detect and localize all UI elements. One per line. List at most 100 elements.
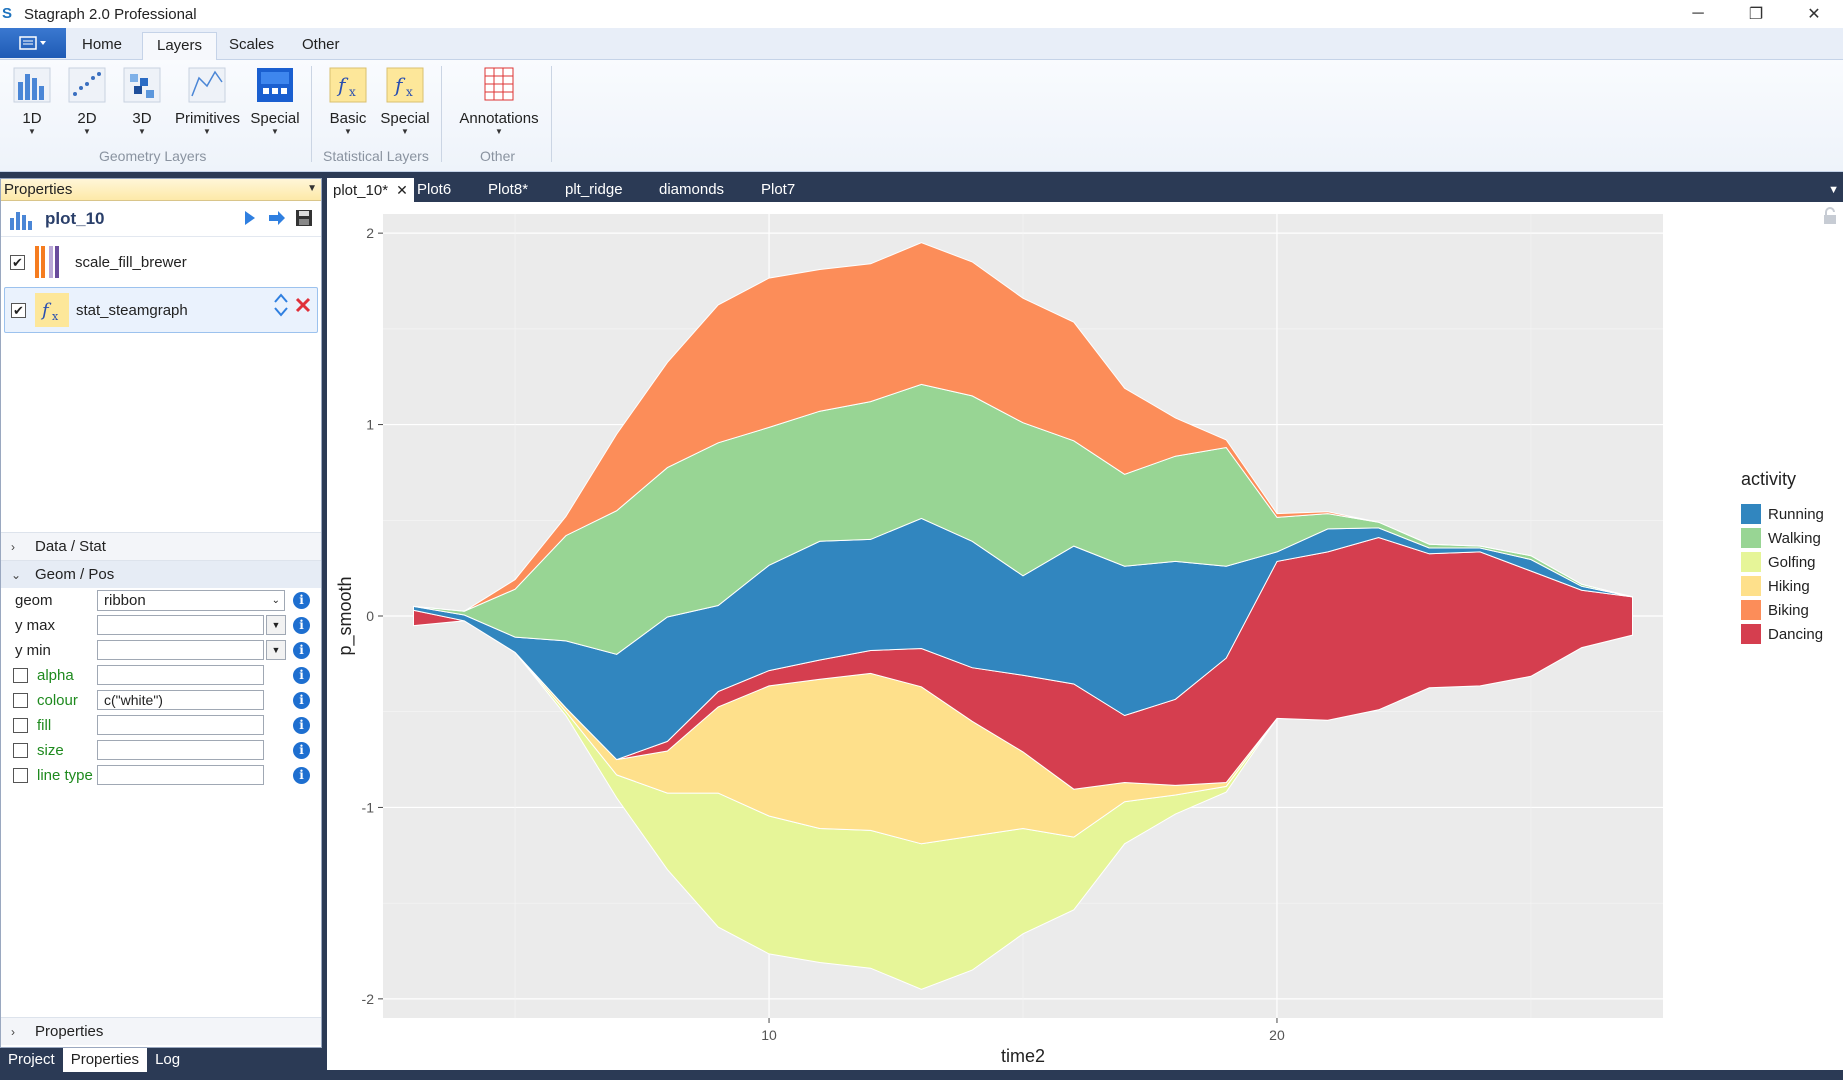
lock-icon[interactable] — [1821, 206, 1839, 226]
close-tab-icon[interactable]: ✕ — [396, 182, 408, 198]
minimize-button[interactable]: ─ — [1692, 5, 1704, 22]
doc-tab-plot6[interactable]: Plot6 — [417, 181, 452, 198]
ymin-dropdown[interactable]: ▼ — [266, 640, 286, 660]
app-menu-icon — [19, 36, 46, 50]
size-checkbox[interactable] — [13, 743, 28, 758]
annotations-button[interactable]: Annotations ▼ — [456, 64, 542, 137]
info-icon[interactable]: i — [293, 766, 310, 784]
layer-ops — [273, 292, 311, 318]
tab-properties[interactable]: Properties — [62, 1048, 148, 1072]
legend-label: Biking — [1768, 602, 1809, 619]
ymax-row: y max ▼ i — [1, 614, 321, 636]
maximize-button[interactable]: ❐ — [1748, 6, 1764, 23]
y-axis: 2 1 0 -1 -2 — [362, 225, 383, 1007]
geom-label: geom — [15, 591, 53, 609]
geometry-layers-group-label: Geometry Layers — [99, 148, 207, 164]
tab-home[interactable]: Home — [82, 36, 123, 53]
alpha-input[interactable] — [97, 665, 264, 685]
chevron-down-icon: ▼ — [344, 127, 352, 136]
document-tab-bar: plot_10* ✕ Plot6 Plot8* plt_ridge diamond… — [327, 178, 1843, 202]
special-geom-button[interactable]: Special ▼ — [250, 64, 300, 137]
tab-log[interactable]: Log — [155, 1051, 181, 1068]
layer-label: stat_steamgraph — [76, 301, 188, 319]
forward-arrow-icon[interactable] — [267, 209, 287, 227]
doc-tab-plot8[interactable]: Plot8* — [488, 181, 529, 198]
alpha-checkbox[interactable] — [13, 668, 28, 683]
tab-scales[interactable]: Scales — [229, 36, 275, 53]
chevron-down-icon: ▼ — [83, 127, 91, 136]
info-icon[interactable]: i — [293, 741, 310, 759]
color-scale-icon — [35, 246, 59, 278]
legend-key-hiking — [1741, 576, 1761, 596]
primitives-button[interactable]: Primitives ▼ — [175, 64, 240, 137]
ymin-input[interactable] — [97, 640, 264, 660]
linetype-checkbox[interactable] — [13, 768, 28, 783]
move-down-icon[interactable] — [273, 306, 289, 318]
delete-icon[interactable] — [295, 297, 311, 313]
basic-stat-label: Basic — [329, 110, 367, 127]
linetype-input[interactable] — [97, 765, 264, 785]
doc-tab-plt-ridge[interactable]: plt_ridge — [565, 181, 623, 198]
ymax-input[interactable] — [97, 615, 264, 635]
annotations-table-icon — [484, 67, 514, 101]
info-icon[interactable]: i — [293, 641, 310, 659]
colour-checkbox[interactable] — [13, 693, 28, 708]
fill-input[interactable] — [97, 715, 264, 735]
info-icon[interactable]: i — [293, 616, 310, 634]
ribbon-separator — [551, 66, 552, 162]
geom-1d-button[interactable]: 1D ▼ — [12, 64, 52, 137]
size-row: size i — [1, 739, 321, 761]
save-icon[interactable] — [295, 209, 313, 227]
section-geom-pos[interactable]: ⌄ Geom / Pos — [1, 560, 321, 588]
section-label: Properties — [35, 1023, 104, 1040]
tab-project[interactable]: Project — [8, 1051, 55, 1068]
app-menu-button[interactable] — [0, 28, 66, 58]
info-icon[interactable]: i — [293, 666, 310, 684]
window-title: Stagraph 2.0 Professional — [24, 5, 197, 23]
layer-visible-checkbox[interactable]: ✔ — [10, 254, 25, 270]
close-button[interactable]: ✕ — [1807, 6, 1821, 23]
info-icon[interactable]: i — [293, 591, 310, 609]
svg-text:x: x — [52, 310, 59, 323]
chevron-down-icon: ▼ — [271, 127, 279, 136]
move-up-icon[interactable] — [273, 292, 289, 304]
geom-2d-button[interactable]: 2D ▼ — [67, 64, 107, 137]
chevron-down-icon: ▼ — [203, 127, 211, 136]
panel-menu-icon[interactable]: ▼ — [307, 183, 317, 194]
plot-title-row: plot_10 — [1, 201, 321, 237]
info-icon[interactable]: i — [293, 716, 310, 734]
section-properties[interactable]: › Properties — [1, 1017, 321, 1045]
section-data-stat[interactable]: › Data / Stat — [1, 532, 321, 560]
doc-tab-plot7[interactable]: Plot7 — [761, 181, 796, 198]
size-input[interactable] — [97, 740, 264, 760]
doc-tab-diamonds[interactable]: diamonds — [659, 181, 725, 198]
tab-layers[interactable]: Layers — [142, 32, 218, 61]
chevron-down-icon: ⌄ — [11, 567, 22, 582]
layer-visible-checkbox[interactable]: ✔ — [11, 302, 26, 318]
info-icon[interactable]: i — [293, 691, 310, 709]
legend-key-biking — [1741, 600, 1761, 620]
tab-list-menu-icon[interactable]: ▼ — [1828, 184, 1839, 196]
fill-label: fill — [37, 716, 52, 734]
section-label: Data / Stat — [35, 538, 106, 555]
ymax-dropdown[interactable]: ▼ — [266, 615, 286, 635]
scatter-2d-icon — [68, 67, 106, 103]
doc-tab-plot-10[interactable]: plot_10* ✕ — [327, 178, 414, 202]
x-tick-label: 20 — [1269, 1027, 1285, 1043]
tab-other[interactable]: Other — [302, 36, 340, 53]
legend-key-walking — [1741, 528, 1761, 548]
layer-item-scale-fill-brewer[interactable]: ✔ scale_fill_brewer — [4, 239, 318, 285]
colour-input[interactable]: c("white") — [97, 690, 264, 710]
plot-actions — [241, 209, 313, 227]
play-icon[interactable] — [241, 209, 259, 227]
ribbon-tab-bar: Home Layers Scales Other — [0, 28, 1843, 61]
geom-3d-button[interactable]: 3D ▼ — [122, 64, 162, 137]
geom-select[interactable]: ribbon ⌄ — [97, 589, 285, 611]
chevron-down-icon: ⌄ — [271, 594, 280, 606]
fill-checkbox[interactable] — [13, 718, 28, 733]
x-axis: 10 20 — [761, 1018, 1285, 1043]
legend-label: Walking — [1768, 530, 1821, 547]
